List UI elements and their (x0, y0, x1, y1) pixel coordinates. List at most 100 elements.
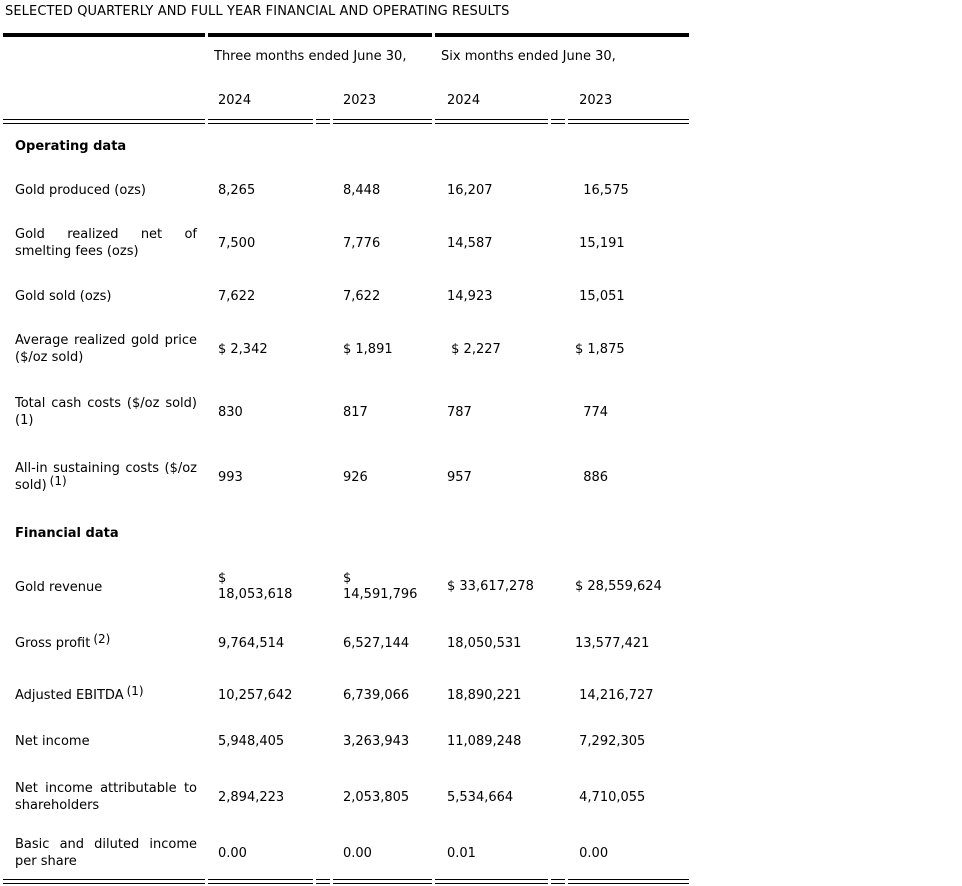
table-row-gross-profit: Gross profit (2) 9,764,514 6,527,144 18,0… (3, 617, 689, 670)
cell-3mo-2024: $ 2,342 (218, 341, 268, 357)
financial-results-table: Three months ended June 30, Six months e… (0, 33, 692, 884)
cell-3mo-2023: 6,527,144 (343, 635, 410, 651)
spacer-cell (551, 670, 565, 720)
cell-6mo-2023: 13,577,421 (575, 635, 650, 651)
cell-3mo-2024: 2,894,223 (218, 789, 285, 805)
cell-6mo-2024: 18,050,531 (447, 635, 522, 651)
section-header: Financial data (15, 526, 119, 541)
table-row-adjusted-ebitda: Adjusted EBITDA (1) 10,257,642 6,739,066 … (3, 670, 689, 720)
spacer-cell (551, 761, 565, 829)
column-group-six-months: Six months ended June 30, (435, 33, 689, 65)
spacer-cell (551, 274, 565, 319)
cell-3mo-2023: $ 1,891 (343, 341, 393, 357)
cell-3mo-2023: $ 14,591,796 (343, 571, 418, 602)
cell-6mo-2024: $ 33,617,278 (447, 579, 534, 594)
header-double-rule (3, 119, 689, 124)
spacer-cell (551, 555, 565, 617)
row-label: Basic and diluted income per share (15, 837, 197, 869)
spacer-cell (551, 213, 565, 274)
spacer-cell (316, 445, 330, 510)
row-label: Net income attributable to shareholders (15, 781, 197, 813)
cell-3mo-2023: 6,739,066 (343, 687, 410, 703)
spacer-cell (316, 761, 330, 829)
row-label: Gold revenue (15, 579, 103, 595)
cell-6mo-2024: $ 2,227 (447, 341, 501, 357)
row-label: Net income (15, 734, 90, 749)
cell-6mo-2024: 16,207 (447, 182, 493, 198)
cell-6mo-2023: 14,216,727 (575, 687, 654, 703)
empty-cells (208, 124, 689, 168)
spacer-cell (316, 670, 330, 720)
cell-6mo-2024: 957 (447, 469, 472, 485)
cell-6mo-2023: 774 (575, 404, 609, 420)
row-label: Gold produced (ozs) (15, 183, 147, 198)
table-row-gold-sold: Gold sold (ozs) 7,622 7,622 14,923 15,05… (3, 274, 689, 319)
spacer-cell (551, 617, 565, 670)
cell-3mo-2023: 8,448 (343, 182, 381, 198)
cell-6mo-2023: 886 (575, 469, 609, 485)
spacer-cell (551, 445, 565, 510)
spacer-cell (316, 319, 330, 380)
row-label: Gold sold (ozs) (15, 289, 112, 304)
year-header-6mo-2024: 2024 (447, 93, 481, 108)
year-header-3mo-2024: 2024 (218, 93, 252, 108)
cell-3mo-2023: 3,263,943 (343, 733, 410, 749)
section-row-financial-data: Financial data (3, 510, 689, 555)
cell-6mo-2023: 7,292,305 (575, 733, 646, 749)
row-label: Gold realized net of smelting fees (ozs) (15, 227, 197, 259)
table-row-total-cash-costs: Total cash costs ($/oz sold) (1) 830 817… (3, 380, 689, 445)
cell-6mo-2024: 11,089,248 (447, 733, 522, 749)
cell-3mo-2024: 10,257,642 (218, 687, 293, 703)
spacer-cell (551, 720, 565, 761)
cell-6mo-2023: $ 28,559,624 (575, 579, 662, 594)
cell-3mo-2023: 7,776 (343, 235, 381, 251)
spacer-cell (316, 555, 330, 617)
cell-3mo-2024: 7,622 (218, 288, 256, 304)
cell-6mo-2024: 787 (447, 404, 472, 420)
footnote-ref: (1) (49, 473, 67, 488)
row-label: Average realized gold price ($/oz sold) (15, 333, 197, 365)
section-header: Operating data (15, 139, 127, 154)
spacer-cell (551, 65, 565, 119)
row-label: All-in sustaining costs ($/oz sold) (15, 461, 197, 493)
group-header-row: Three months ended June 30, Six months e… (3, 33, 689, 65)
table-row-gold-realized: Gold realized net of smelting fees (ozs)… (3, 213, 689, 274)
spacer-cell (316, 168, 330, 213)
spacer-cell (316, 829, 330, 879)
cell-6mo-2024: 14,923 (447, 288, 493, 304)
spacer-cell (316, 274, 330, 319)
cell-3mo-2024: 830 (218, 404, 243, 420)
table-row-gold-revenue: Gold revenue $ 18,053,618 $ 14,591,796 $… (3, 555, 689, 617)
cell-3mo-2024: 8,265 (218, 182, 256, 198)
spacer-cell (316, 213, 330, 274)
table-row-net-income-attributable: Net income attributable to shareholders … (3, 761, 689, 829)
year-header-3mo-2023: 2023 (343, 93, 377, 108)
empty-cells (208, 510, 689, 555)
cell-3mo-2023: 817 (343, 404, 368, 420)
cell-3mo-2023: 7,622 (343, 288, 381, 304)
table-row-basic-diluted-income-per-share: Basic and diluted income per share 0.00 … (3, 829, 689, 879)
spacer-cell (316, 380, 330, 445)
spacer-cell (551, 380, 565, 445)
cell-6mo-2023: $ 1,875 (575, 341, 625, 357)
spacer-cell (551, 829, 565, 879)
cell-6mo-2024: 14,587 (447, 235, 493, 251)
footnote-ref: (1) (126, 683, 144, 698)
cell-6mo-2023: 4,710,055 (575, 789, 646, 805)
cell-6mo-2024: 5,534,664 (447, 789, 514, 805)
cell-3mo-2024: 7,500 (218, 235, 256, 251)
cell-6mo-2023: 15,051 (575, 288, 625, 304)
footnote-ref: (2) (93, 631, 111, 646)
cell-6mo-2024: 18,890,221 (447, 687, 522, 703)
spacer-cell (551, 319, 565, 380)
cell-3mo-2024: 0.00 (218, 845, 247, 861)
cell-6mo-2023: 0.00 (575, 845, 609, 861)
section-row-operating-data: Operating data (3, 124, 689, 168)
table-row-average-realized-gold-price: Average realized gold price ($/oz sold) … (3, 319, 689, 380)
label-column-head (3, 33, 205, 65)
cell-6mo-2023: 15,191 (575, 235, 625, 251)
row-label: Adjusted EBITDA (15, 688, 124, 703)
row-label: Total cash costs ($/oz sold) (1) (15, 396, 197, 428)
cell-6mo-2024: 0.01 (447, 845, 476, 861)
spacer-cell (316, 720, 330, 761)
